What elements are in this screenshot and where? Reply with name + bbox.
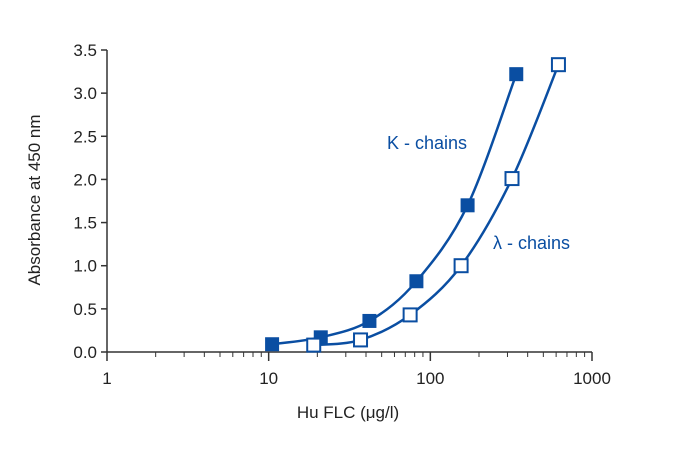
y-tick-label: 3.0	[73, 84, 97, 103]
open-square-point	[453, 258, 469, 274]
y-tick-label: 1.0	[73, 257, 97, 276]
y-tick-label: 2.0	[73, 170, 97, 189]
open-square-point	[504, 171, 520, 187]
data-markers	[265, 57, 566, 353]
x-tick-label: 1000	[573, 369, 611, 388]
open-square-point	[306, 337, 322, 353]
open-square-point	[353, 332, 369, 348]
labels: Hu FLC (μg/l) Absorbance at 450 nm Κ - c…	[25, 114, 570, 422]
filled-square-point	[460, 198, 475, 213]
axes: 0.0 0.5 1.0 1.5 2.0 2.5 3.0 3.5 1 10 100 1000	[73, 41, 611, 388]
y-axis-label: Absorbance at 450 nm	[25, 114, 44, 285]
filled-square-point	[362, 313, 377, 328]
open-square-point	[550, 57, 566, 73]
y-tick-label: 0.5	[73, 300, 97, 319]
y-tick-label: 3.5	[73, 41, 97, 60]
y-tick-label: 0.0	[73, 343, 97, 362]
filled-square-point	[509, 67, 524, 82]
open-square-point	[402, 307, 418, 323]
fit-curve-series-1	[313, 64, 560, 347]
y-tick-label: 1.5	[73, 214, 97, 233]
x-tick-label: 100	[416, 369, 444, 388]
x-tick-label: 1	[102, 369, 111, 388]
y-tick-label: 2.5	[73, 127, 97, 146]
fit-curve-series-0	[271, 73, 518, 346]
fit-curves	[271, 64, 560, 347]
x-axis-label: Hu FLC (μg/l)	[297, 403, 399, 422]
series-label-lambda: λ - chains	[493, 233, 570, 253]
filled-square-point	[265, 337, 280, 352]
filled-square-point	[409, 274, 424, 289]
series-label-kappa: Κ - chains	[387, 133, 467, 153]
x-tick-label: 10	[259, 369, 278, 388]
